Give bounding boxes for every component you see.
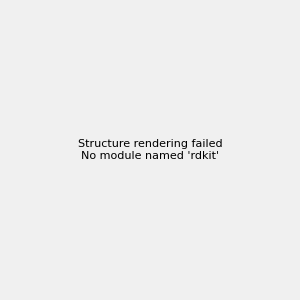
Text: Structure rendering failed
No module named 'rdkit': Structure rendering failed No module nam…	[78, 139, 222, 161]
